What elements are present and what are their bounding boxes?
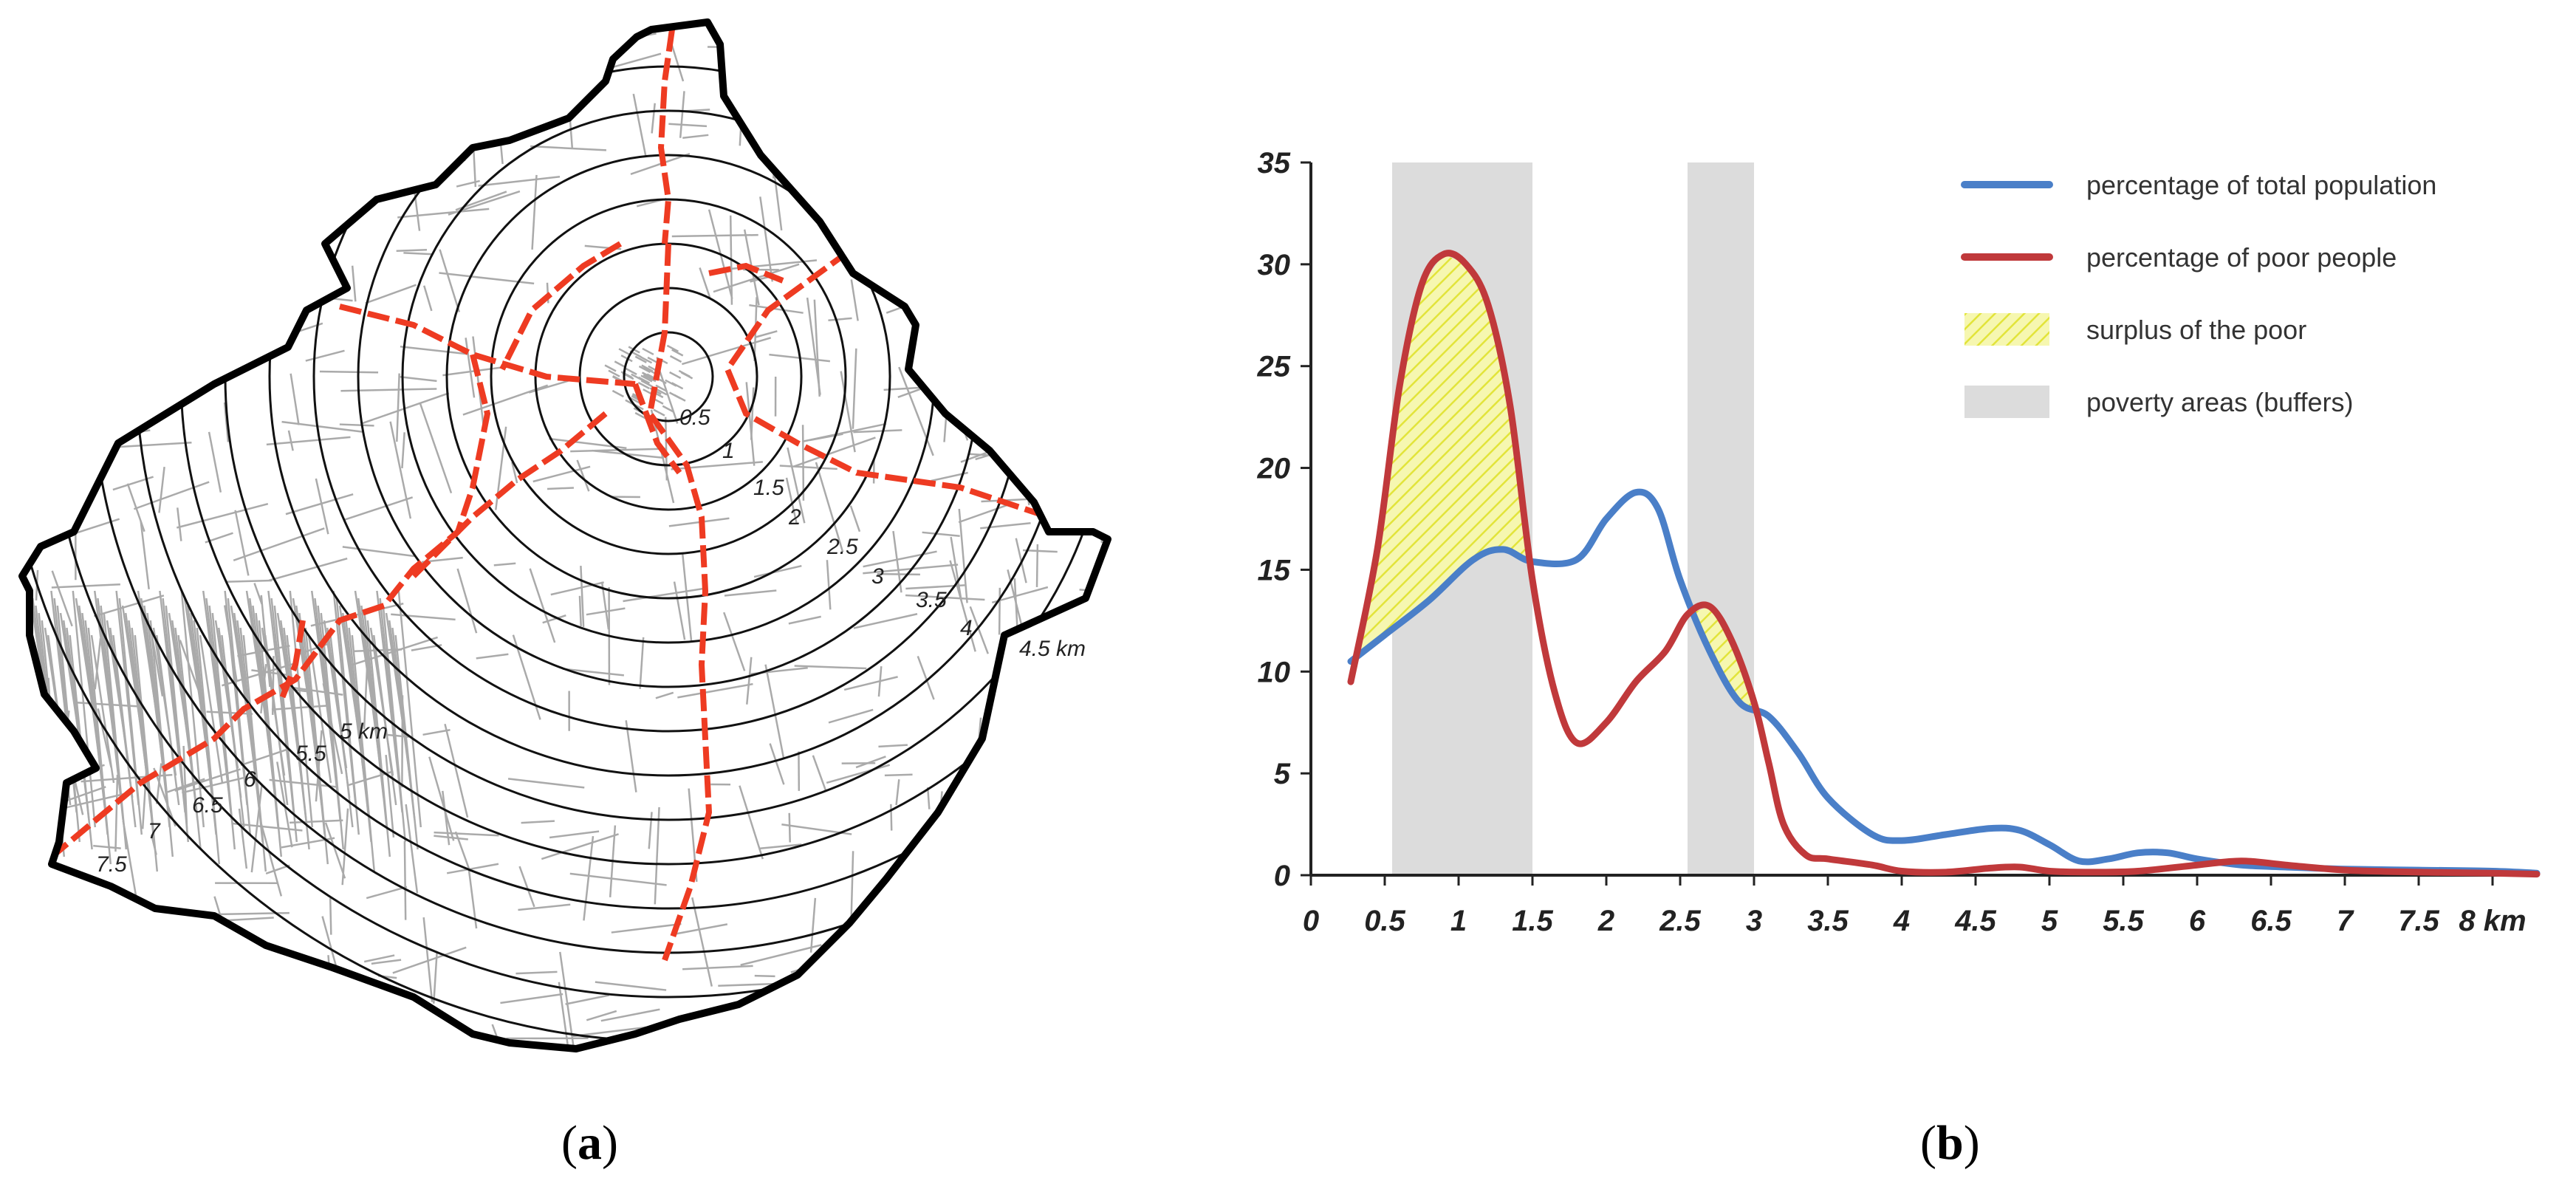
legend-swatch bbox=[1964, 313, 2049, 346]
x-tick-label: 4.5 bbox=[1954, 905, 1996, 937]
x-tick-label: 3.5 bbox=[1807, 905, 1849, 937]
y-tick-label: 30 bbox=[1258, 249, 1291, 281]
x-tick-label: 8 km bbox=[2459, 905, 2526, 937]
x-tick-label: 6.5 bbox=[2250, 905, 2292, 937]
caption-b-label: b bbox=[1936, 1116, 1964, 1170]
x-tick-label: 1 bbox=[1450, 905, 1467, 937]
chart-legend: percentage of total population percentage… bbox=[1961, 170, 2436, 418]
ring-label: 2 bbox=[788, 505, 801, 530]
chart-axes: 0 5 10 15 20 25 30 35 0 0.5 1 1.5 2 2.5 3 3.5 4 4.5 5 5.5 6 6… bbox=[1257, 147, 2537, 937]
ring-label: 1 bbox=[722, 439, 735, 463]
x-tick-label: 1.5 bbox=[1512, 905, 1553, 937]
main-road-5 bbox=[49, 354, 491, 860]
y-tick-label: 25 bbox=[1257, 351, 1291, 383]
ring-label: 4 bbox=[960, 616, 973, 640]
ring-label: 2.5 bbox=[826, 535, 858, 559]
y-tick-label: 10 bbox=[1258, 656, 1291, 688]
series-total-population-line bbox=[1347, 488, 2541, 877]
main-road-1 bbox=[657, 29, 675, 244]
main-road-7 bbox=[708, 262, 784, 284]
distance-chart-panel: 0 5 10 15 20 25 30 35 0 0.5 1 1.5 2 2.5 3 3.5 4 4.5 5 5.5 6 6… bbox=[1152, 0, 2576, 1195]
main-road-4 bbox=[724, 248, 1050, 520]
ring-label: 4.5 km bbox=[1019, 637, 1086, 661]
ring-labels: 0.5 1 1.52 2.5 3 3.5 4 4.5 km 5 km 5.5 6 6.5 7 7.5 bbox=[96, 405, 1086, 877]
buffer-map: 0.5 1 1.52 2.5 3 3.5 4 4.5 km 5 km 5.5 6 6.5 7 7.5 bbox=[18, 18, 1111, 1052]
x-tick-label: 4 bbox=[1893, 905, 1910, 937]
x-tick-label: 6 bbox=[2189, 905, 2206, 937]
map-content bbox=[22, 22, 1108, 1049]
y-tick-label: 15 bbox=[1258, 554, 1291, 586]
main-roads bbox=[49, 29, 1050, 962]
x-tick-label: 0 bbox=[1303, 905, 1319, 937]
ring-label: 5.5 bbox=[295, 742, 326, 766]
y-tick-label: 20 bbox=[1257, 453, 1291, 485]
legend-label: poverty areas (buffers) bbox=[2086, 387, 2354, 417]
main-road-3 bbox=[339, 304, 636, 387]
main-road-9 bbox=[632, 383, 682, 475]
poverty-band-2 bbox=[1688, 162, 1754, 875]
ring-label: 7.5 bbox=[96, 852, 127, 877]
ring-label: 6.5 bbox=[192, 793, 223, 818]
y-tick-label: 35 bbox=[1258, 147, 1291, 179]
legend-label: percentage of poor people bbox=[2086, 242, 2397, 273]
x-tick-label: 5.5 bbox=[2103, 905, 2144, 937]
distance-profile-chart: 0 5 10 15 20 25 30 35 0 0.5 1 1.5 2 2.5 3 3.5 4 4.5 5 5.5 6 6… bbox=[1257, 147, 2541, 937]
x-tick-label: 7.5 bbox=[2398, 905, 2439, 937]
main-road-2 bbox=[646, 243, 713, 962]
main-road-10 bbox=[411, 411, 608, 578]
ring-label: 0.5 bbox=[679, 405, 710, 430]
caption-a: (a) bbox=[561, 1116, 618, 1170]
ring-label: 7 bbox=[148, 819, 161, 843]
ring-label: 3 bbox=[871, 564, 884, 589]
y-tick-label: 0 bbox=[1274, 860, 1290, 892]
ring-label: 6 bbox=[244, 767, 256, 792]
series-lines bbox=[1347, 250, 2541, 878]
ring-label: 3.5 bbox=[916, 588, 947, 612]
buffer-map-panel: 0.5 1 1.5 2 2.5 3 3.5 4 4.5 km 5 km 5.5 6 6.5 7 7.5 bbox=[0, 0, 1152, 1195]
ring-label: 5 km bbox=[340, 719, 388, 744]
x-tick-label: 0.5 bbox=[1364, 905, 1405, 937]
x-tick-label: 3 bbox=[1746, 905, 1762, 937]
ring-label: 1.5 bbox=[753, 476, 784, 500]
surplus-region-2 bbox=[1688, 598, 1751, 708]
x-tick-label: 7 bbox=[2337, 905, 2354, 937]
legend-label: surplus of the poor bbox=[2086, 315, 2306, 345]
caption-b: (b) bbox=[1920, 1116, 1980, 1170]
y-tick-label: 5 bbox=[1274, 758, 1291, 790]
x-tick-label: 2.5 bbox=[1659, 905, 1701, 937]
x-tick-label: 2 bbox=[1597, 905, 1614, 937]
legend-label: percentage of total population bbox=[2086, 170, 2436, 200]
series-poor-people-line bbox=[1347, 250, 2541, 878]
legend-swatch bbox=[1964, 386, 2049, 418]
municipal-boundary bbox=[18, 18, 1111, 1052]
caption-a-label: a bbox=[577, 1116, 602, 1170]
surplus-region-1 bbox=[1355, 254, 1532, 660]
main-road-6 bbox=[499, 241, 623, 371]
surplus-area bbox=[1355, 254, 1751, 708]
x-tick-label: 5 bbox=[2041, 905, 2058, 937]
main-road-8 bbox=[278, 620, 306, 703]
